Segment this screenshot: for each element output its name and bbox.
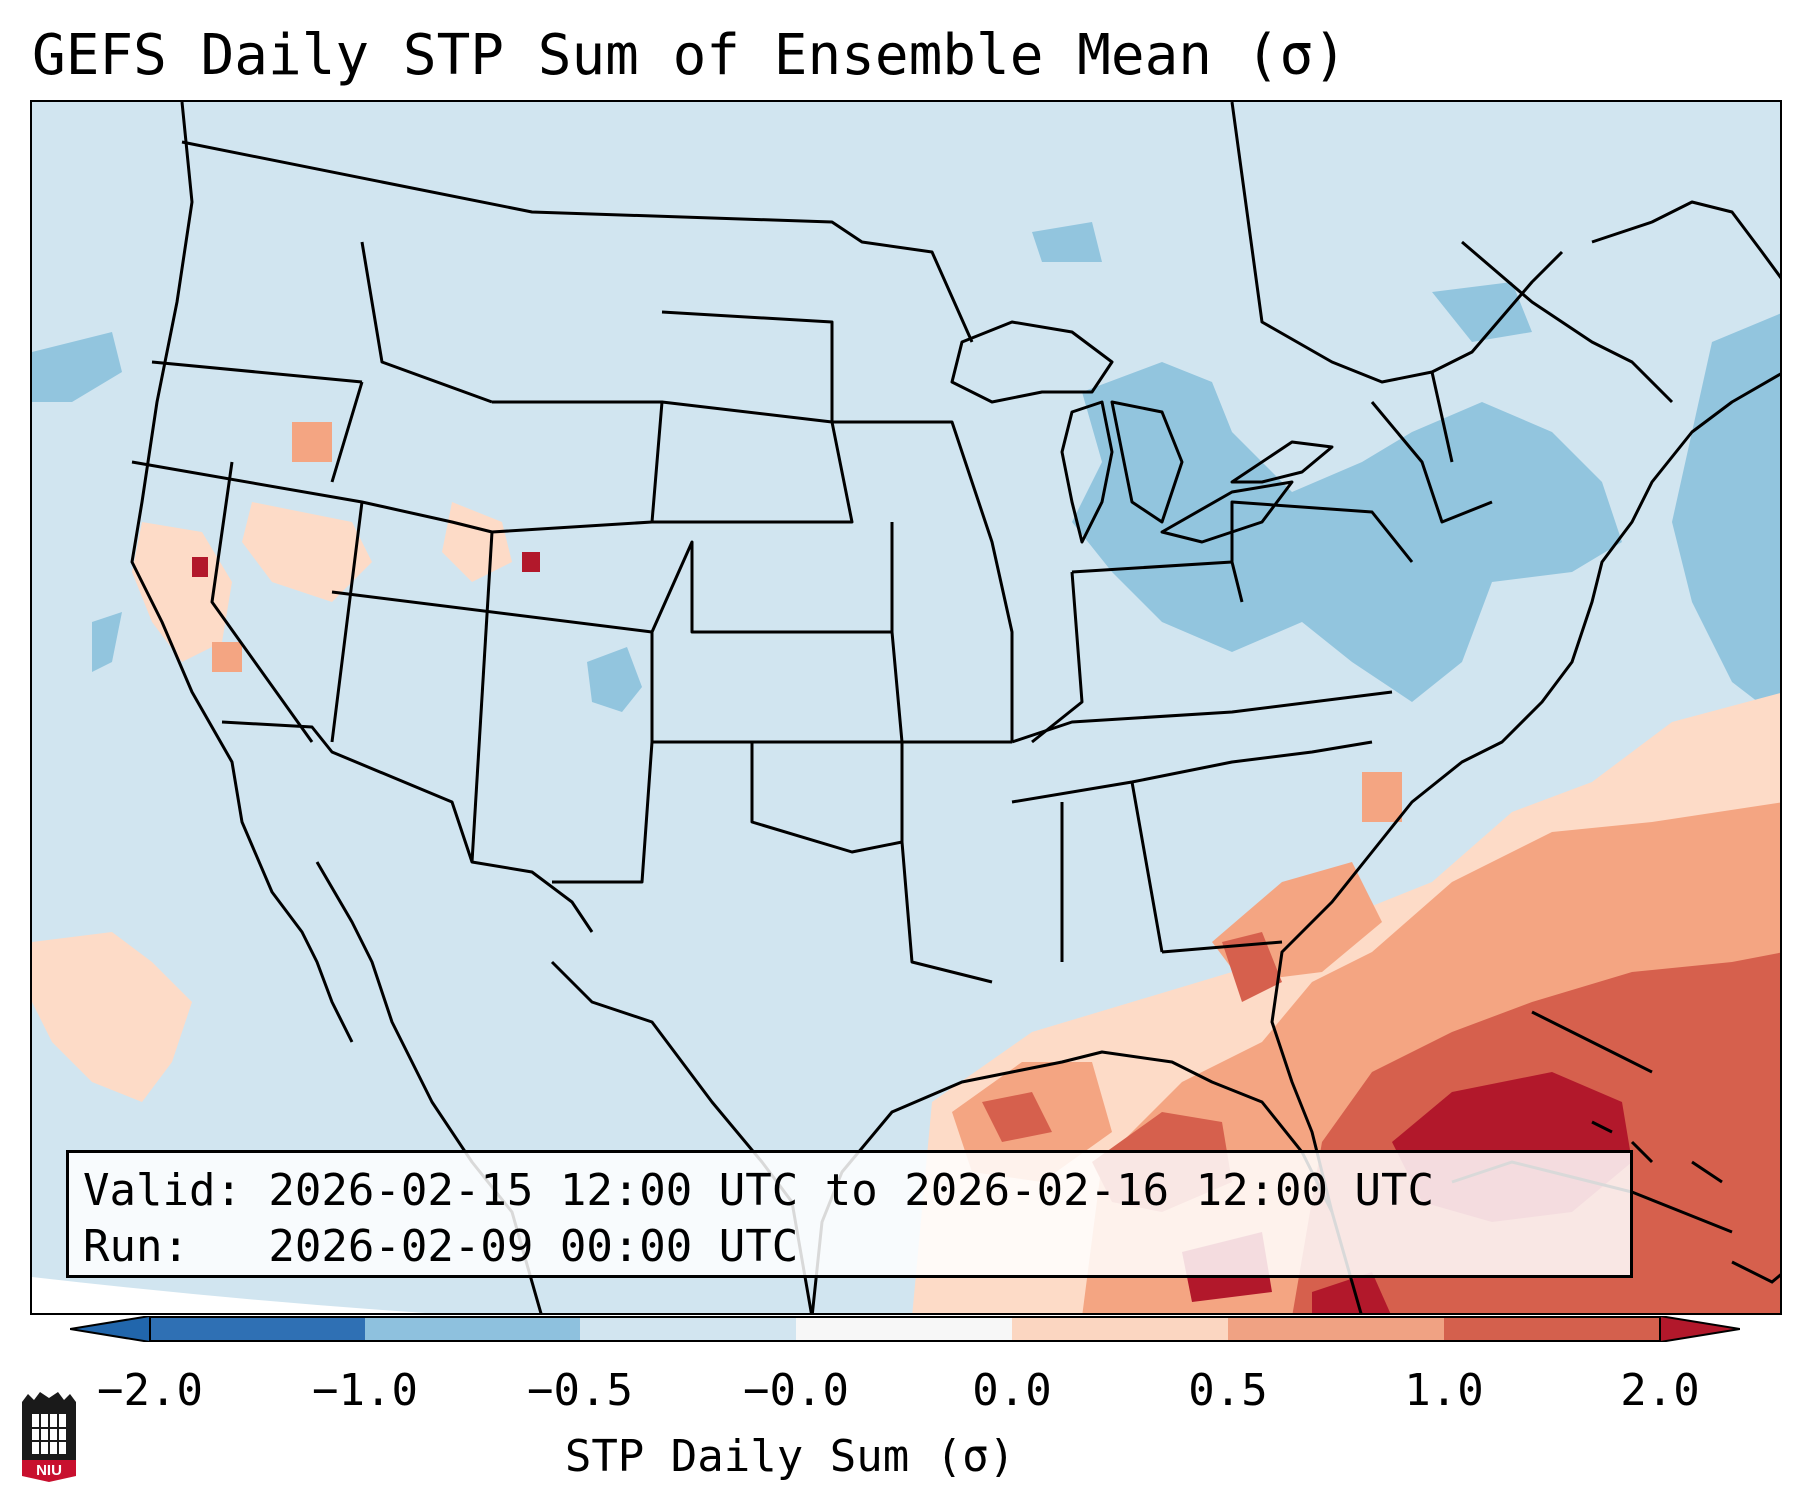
colorbar-tick-label: −0.0 (743, 1365, 849, 1416)
colorbar-segment-6 (1444, 1316, 1660, 1342)
colorbar-segment-5 (1228, 1316, 1444, 1342)
colorbar-tick-label: 2.0 (1620, 1365, 1700, 1416)
colorbar-frame (149, 1316, 1661, 1342)
valid-time-line: Valid: 2026-02-15 12:00 UTC to 2026-02-1… (83, 1165, 1435, 1216)
colorbar (70, 1316, 1740, 1342)
colorbar-extend-low (70, 1316, 151, 1342)
colorbar-segment-0 (150, 1316, 365, 1342)
valid-run-info-box: Valid: 2026-02-15 12:00 UTC to 2026-02-1… (66, 1150, 1633, 1278)
run-time-line: Run: 2026-02-09 00:00 UTC (83, 1221, 799, 1272)
great-lakes (950, 320, 1334, 544)
colorbar-tick-label: −1.0 (312, 1365, 418, 1416)
map-panel (30, 100, 1782, 1315)
colorbar-segment-1 (365, 1316, 580, 1342)
colorbar-extend-high (1659, 1316, 1740, 1342)
colorbar-segment-2 (580, 1316, 796, 1342)
colorbar-tick-label: −0.5 (527, 1365, 633, 1416)
colorbar-tick-label: 0.5 (1188, 1365, 1268, 1416)
colorbar-tick-label: 1.0 (1404, 1365, 1484, 1416)
colorbar-segment-4 (1012, 1316, 1228, 1342)
map-title: GEFS Daily STP Sum of Ensemble Mean (σ) (32, 23, 1347, 88)
colorbar-tick-label: 0.0 (972, 1365, 1052, 1416)
map-svg (32, 102, 1780, 1313)
colorbar-label-text: STP Daily Sum (σ) (564, 1431, 1016, 1482)
negative-anomaly-regions (32, 222, 1780, 719)
niu-logo: NIU (22, 1392, 76, 1482)
borders (131, 102, 1564, 984)
colorbar-tick-label: −2.0 (97, 1365, 203, 1416)
colorbar-segment-3 (796, 1316, 1012, 1342)
niu-logo-text: NIU (36, 1462, 62, 1479)
